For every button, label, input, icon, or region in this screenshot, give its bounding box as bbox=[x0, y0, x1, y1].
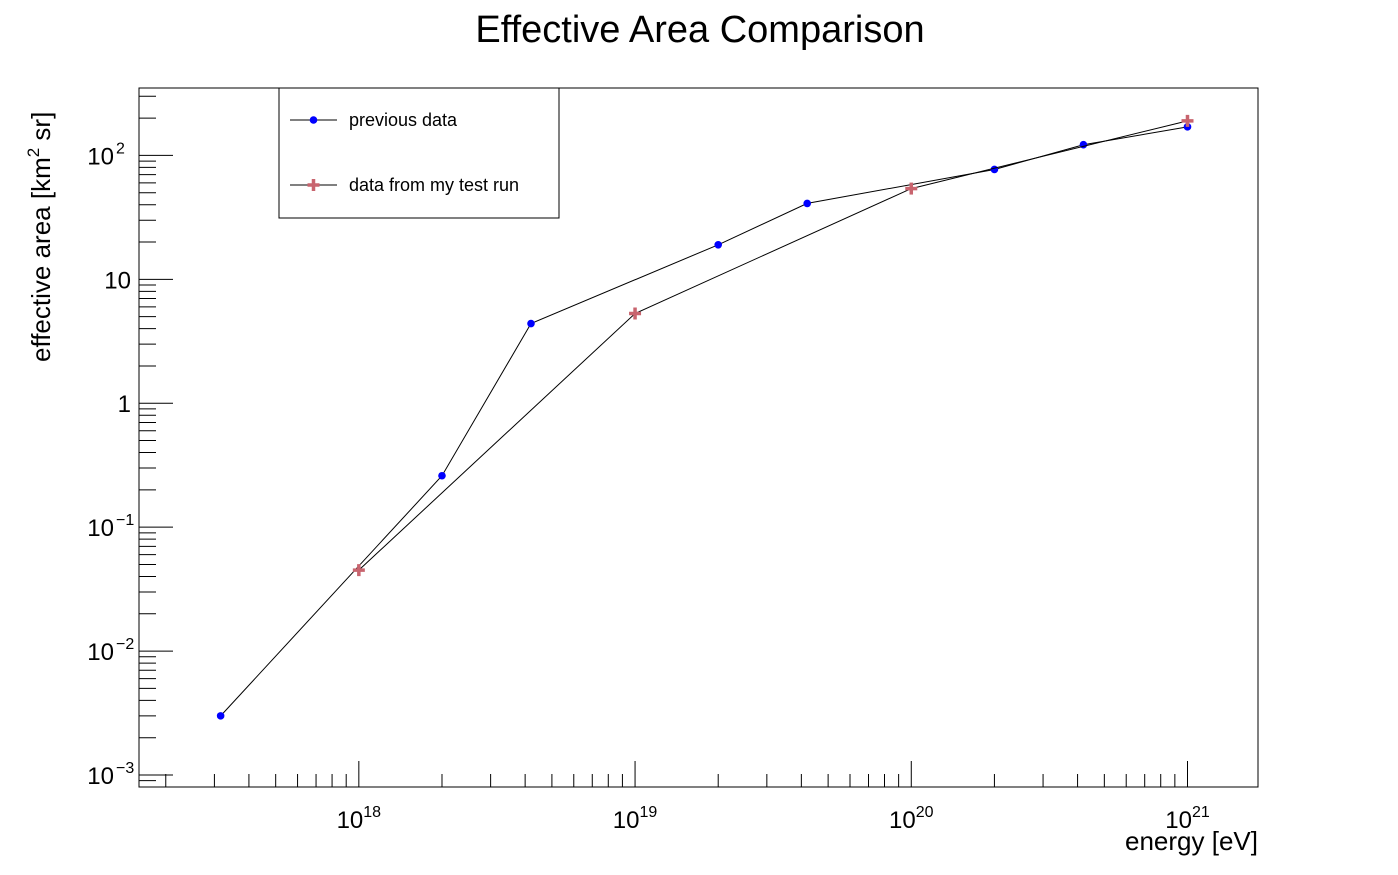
plot-frame bbox=[138, 87, 1259, 788]
x-axis-label: energy [eV] bbox=[1125, 826, 1258, 856]
data-point bbox=[714, 240, 723, 249]
y-tick-label: 10 −1 bbox=[87, 512, 134, 542]
y-tick-label: 1 bbox=[118, 391, 131, 418]
x-tick-label: 1019 bbox=[613, 804, 658, 834]
chart-title: Effective Area Comparison bbox=[475, 9, 924, 51]
data-point bbox=[990, 165, 999, 174]
data-point bbox=[438, 471, 446, 480]
series-1 bbox=[216, 123, 1192, 720]
y-tick-label: 10 2 bbox=[87, 140, 125, 170]
legend-marker bbox=[307, 179, 320, 191]
series-line bbox=[220, 126, 1188, 717]
legend-label: data from my test run bbox=[349, 175, 519, 195]
data-point bbox=[352, 564, 365, 577]
data-point bbox=[216, 712, 225, 720]
series-layer bbox=[216, 114, 1194, 720]
legend-box bbox=[278, 87, 560, 219]
legend-item-2: data from my test run bbox=[290, 175, 519, 195]
data-point bbox=[905, 182, 918, 195]
legend-marker bbox=[309, 116, 318, 124]
y-axis: 10−3 10−2 10 −1 1 10 10 2 bbox=[87, 95, 173, 790]
plot-border bbox=[138, 87, 1259, 788]
x-tick-label: 1018 bbox=[337, 804, 382, 834]
x-tick-label: 1020 bbox=[889, 804, 934, 834]
data-point bbox=[1181, 114, 1194, 127]
y-axis-label: effective area [km2 sr] bbox=[24, 112, 56, 362]
series-2 bbox=[352, 114, 1194, 577]
legend: previous data data from my test run bbox=[278, 87, 560, 219]
legend-label: previous data bbox=[349, 110, 458, 130]
y-tick-label: 10 −2 bbox=[87, 636, 134, 666]
y-tick-label: 10 −3 bbox=[87, 760, 134, 790]
x-tick-label: 1021 bbox=[1165, 804, 1210, 834]
data-point bbox=[803, 199, 812, 208]
data-point bbox=[527, 319, 535, 328]
series-line bbox=[358, 120, 1188, 571]
y-tick-label: 10 bbox=[104, 267, 131, 294]
data-point bbox=[629, 307, 642, 320]
legend-item-1: previous data bbox=[290, 110, 458, 130]
x-axis: 1018 1019 1020 1021 bbox=[165, 761, 1210, 834]
